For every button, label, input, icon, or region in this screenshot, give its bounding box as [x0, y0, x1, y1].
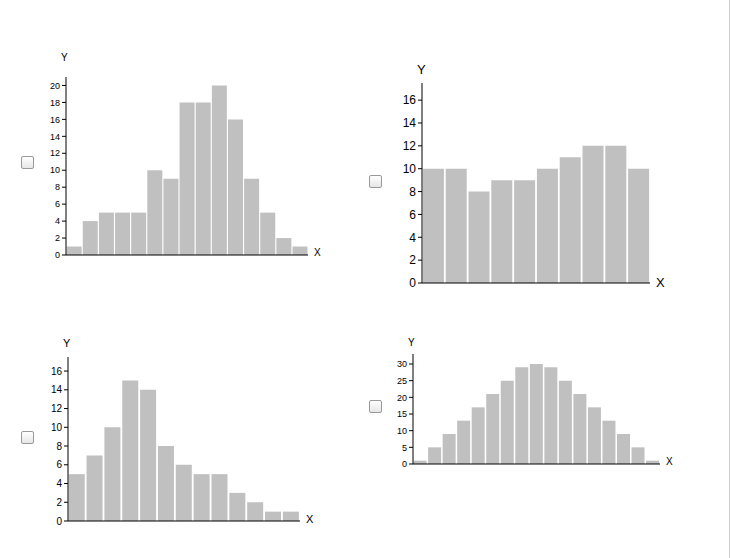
svg-text:12: 12	[403, 139, 417, 153]
svg-text:16: 16	[50, 115, 60, 125]
html-text:X: X	[314, 247, 321, 258]
svg-text:6: 6	[56, 459, 62, 470]
svg-text:20: 20	[50, 81, 60, 91]
svg-text:2: 2	[56, 497, 62, 508]
html-text:Y: Y	[408, 337, 415, 348]
svg-text:14: 14	[403, 116, 417, 130]
svg-text:16: 16	[51, 366, 63, 377]
svg-text:2: 2	[55, 233, 60, 243]
svg-text:15: 15	[397, 409, 407, 419]
svg-text:18: 18	[50, 98, 60, 108]
svg-text:8: 8	[409, 185, 416, 199]
svg-text:4: 4	[409, 231, 416, 245]
svg-text:4: 4	[55, 216, 60, 226]
svg-text:20: 20	[397, 393, 407, 403]
svg-text:0: 0	[409, 276, 416, 290]
svg-text:2: 2	[409, 253, 416, 267]
html-text:X: X	[656, 275, 665, 290]
svg-text:8: 8	[55, 182, 60, 192]
html-text:X: X	[306, 513, 314, 525]
svg-text:0: 0	[56, 516, 62, 527]
svg-text:10: 10	[403, 162, 417, 176]
svg-text:10: 10	[50, 165, 60, 175]
html-text:Y: Y	[417, 62, 426, 77]
svg-text:5: 5	[402, 443, 407, 453]
svg-text:0: 0	[55, 250, 60, 260]
svg-text:25: 25	[397, 376, 407, 386]
html-text:Y: Y	[63, 337, 71, 349]
svg-text:6: 6	[409, 208, 416, 222]
html-text:Y: Y	[61, 52, 68, 63]
svg-text:16: 16	[403, 93, 417, 107]
svg-text:30: 30	[397, 359, 407, 369]
svg-text:14: 14	[51, 384, 63, 395]
svg-text:4: 4	[56, 478, 62, 489]
html-text:X: X	[666, 456, 673, 467]
svg-text:14: 14	[50, 132, 60, 142]
svg-text:12: 12	[51, 403, 63, 414]
svg-text:10: 10	[397, 426, 407, 436]
svg-text:10: 10	[51, 422, 63, 433]
svg-text:6: 6	[55, 199, 60, 209]
svg-text:0: 0	[402, 459, 407, 469]
svg-text:8: 8	[56, 441, 62, 452]
svg-text:12: 12	[50, 148, 60, 158]
